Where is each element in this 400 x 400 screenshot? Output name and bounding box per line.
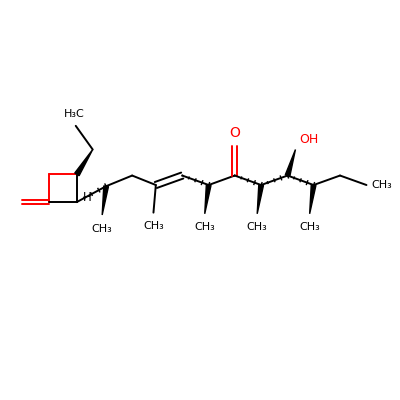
Text: CH₃: CH₃ (247, 222, 268, 232)
Polygon shape (75, 150, 93, 176)
Text: H: H (83, 191, 92, 204)
Polygon shape (102, 186, 108, 215)
Polygon shape (257, 185, 264, 214)
Text: H₃C: H₃C (64, 109, 84, 119)
Text: CH₃: CH₃ (143, 220, 164, 230)
Text: CH₃: CH₃ (371, 180, 392, 190)
Polygon shape (205, 185, 211, 214)
Text: CH₃: CH₃ (92, 224, 112, 234)
Text: O: O (229, 126, 240, 140)
Polygon shape (310, 185, 316, 214)
Text: CH₃: CH₃ (194, 222, 215, 232)
Text: OH: OH (299, 132, 319, 146)
Text: CH₃: CH₃ (299, 222, 320, 232)
Polygon shape (285, 150, 296, 176)
